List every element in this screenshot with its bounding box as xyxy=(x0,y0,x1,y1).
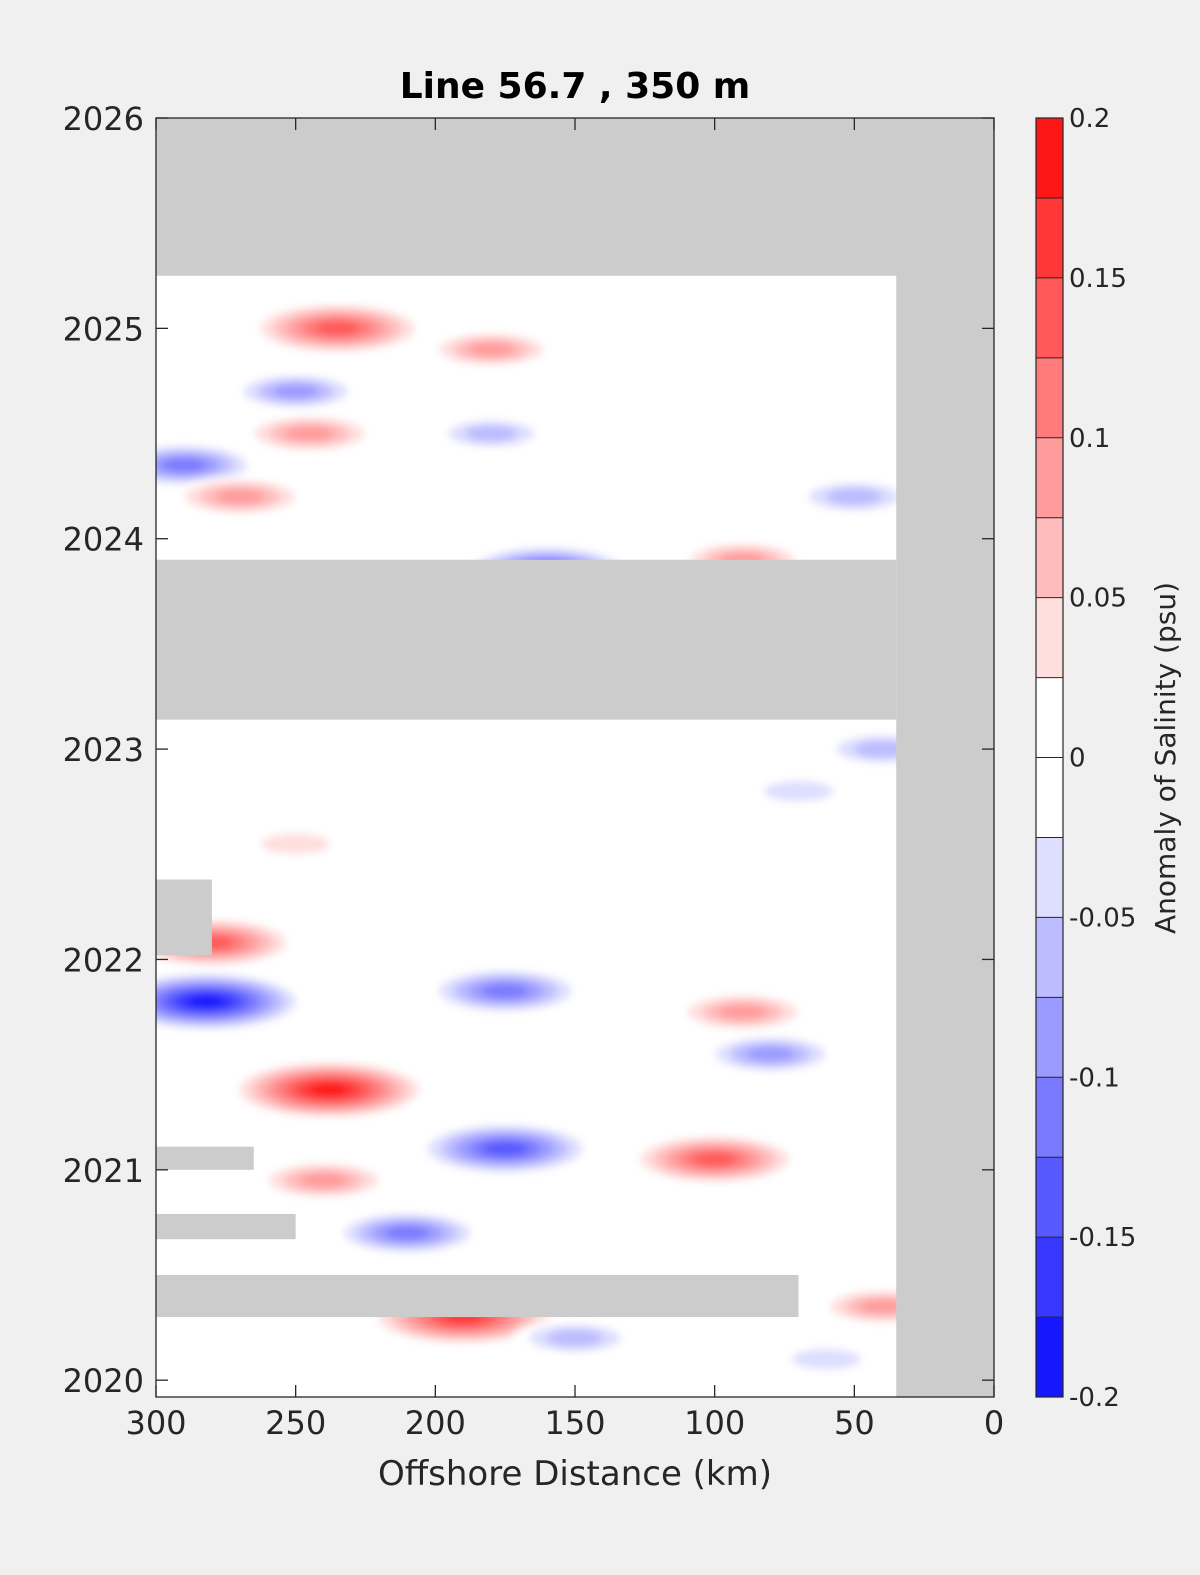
anomaly-feature-16-level-4 xyxy=(718,1004,767,1020)
x-tick-label: 250 xyxy=(265,1404,326,1442)
y-axis: 2020 2021 2022 2023 2024 2025 2026 xyxy=(63,100,994,1400)
missing-region-0 xyxy=(156,118,994,276)
plot-area xyxy=(156,118,994,1397)
colorbar-segment xyxy=(1036,1237,1063,1318)
missing-region-3 xyxy=(156,1146,254,1170)
x-tick-label: 150 xyxy=(544,1404,605,1442)
colorbar-segment xyxy=(1036,997,1063,1078)
x-tick-label: 50 xyxy=(834,1404,875,1442)
x-axis: 300 250 200 150 100 50 0 xyxy=(125,118,1004,1442)
colorbar-label: Anomaly of Salinity (psu) xyxy=(1149,582,1182,934)
x-axis-label: Offshore Distance (km) xyxy=(378,1454,772,1494)
y-tick-label: 2026 xyxy=(63,100,144,138)
colorbar-segment xyxy=(1036,1317,1063,1397)
anomaly-feature-25-level-4 xyxy=(859,1299,906,1314)
colorbar-segment xyxy=(1036,597,1063,678)
colorbar-segment xyxy=(1036,677,1063,758)
colorbar-tick-label: -0.05 xyxy=(1069,903,1136,933)
y-tick-label: 2021 xyxy=(63,1152,144,1190)
anomaly-contours xyxy=(156,300,949,1376)
colorbar-segment xyxy=(1036,437,1063,518)
y-tick-label: 2025 xyxy=(63,310,144,348)
anomaly-feature-2-level-4 xyxy=(272,384,319,399)
y-tick-label: 2023 xyxy=(63,731,144,769)
x-tick-label: 0 xyxy=(984,1404,1004,1442)
missing-region-2 xyxy=(896,118,994,1397)
missing-region-5 xyxy=(156,1274,799,1318)
anomaly-feature-4-level-4 xyxy=(285,426,334,441)
colorbar-tick-label: -0.2 xyxy=(1069,1383,1120,1413)
anomaly-feature-5-level-5 xyxy=(161,458,206,472)
colorbar-tick-label: 0.1 xyxy=(1069,424,1110,454)
colorbar-segment xyxy=(1036,757,1063,838)
anomaly-feature-14-level-8 xyxy=(187,995,226,1008)
anomaly-feature-11-level-2 xyxy=(764,780,833,802)
colorbar-segment xyxy=(1036,357,1063,438)
anomaly-feature-7-level-3 xyxy=(826,488,883,506)
colorbar-segment xyxy=(1036,517,1063,598)
anomaly-feature-26-level-2 xyxy=(791,1348,861,1370)
y-tick-label: 2022 xyxy=(63,941,144,979)
colorbar-tick-label: 0 xyxy=(1069,744,1086,774)
anomaly-feature-0-level-6 xyxy=(315,321,360,336)
missing-data-regions xyxy=(156,118,994,1397)
y-tick-label: 2024 xyxy=(63,521,144,559)
anomaly-feature-20-level-6 xyxy=(693,1152,736,1166)
anomaly-feature-6-level-4 xyxy=(215,489,265,504)
colorbar-tick-label: 0.2 xyxy=(1069,104,1110,134)
chart-title: Line 56.7 , 350 m xyxy=(400,66,751,107)
x-tick-label: 300 xyxy=(125,1404,186,1442)
anomaly-feature-21-level-4 xyxy=(299,1173,348,1188)
colorbar-segment xyxy=(1036,837,1063,918)
anomaly-feature-15-level-5 xyxy=(482,984,529,998)
colorbar-tick-label: -0.1 xyxy=(1069,1063,1120,1093)
y-tick-label: 2020 xyxy=(63,1362,144,1400)
anomaly-feature-18-level-8 xyxy=(310,1084,349,1096)
colorbar-tick-label: 0.05 xyxy=(1069,584,1127,614)
colorbar-segment xyxy=(1036,1157,1063,1238)
missing-region-1 xyxy=(156,559,897,720)
anomaly-feature-19-level-6 xyxy=(483,1142,528,1156)
colorbar-segment xyxy=(1036,197,1063,278)
missing-region-6 xyxy=(156,879,212,956)
missing-region-4 xyxy=(156,1213,296,1240)
colorbar-tick-label: -0.15 xyxy=(1069,1223,1136,1253)
anomaly-feature-12-level-2 xyxy=(261,833,331,854)
anomaly-feature-3-level-3 xyxy=(464,425,518,442)
colorbar: -0.2 -0.15 -0.1 -0.05 0 0.05 0.1 0.15 0.2 xyxy=(1035,104,1136,1413)
anomaly-feature-1-level-4 xyxy=(468,342,515,357)
colorbar-segment xyxy=(1036,1077,1063,1158)
colorbar-tick-label: 0.15 xyxy=(1069,264,1127,294)
colorbar-segment xyxy=(1036,277,1063,358)
anomaly-feature-17-level-4 xyxy=(746,1046,795,1062)
anomaly-feature-24-level-3 xyxy=(547,1329,603,1347)
x-tick-label: 100 xyxy=(684,1404,745,1442)
colorbar-segment xyxy=(1036,917,1063,998)
colorbar-segment xyxy=(1036,118,1063,198)
anomaly-feature-22-level-5 xyxy=(385,1226,430,1240)
x-tick-label: 200 xyxy=(405,1404,466,1442)
